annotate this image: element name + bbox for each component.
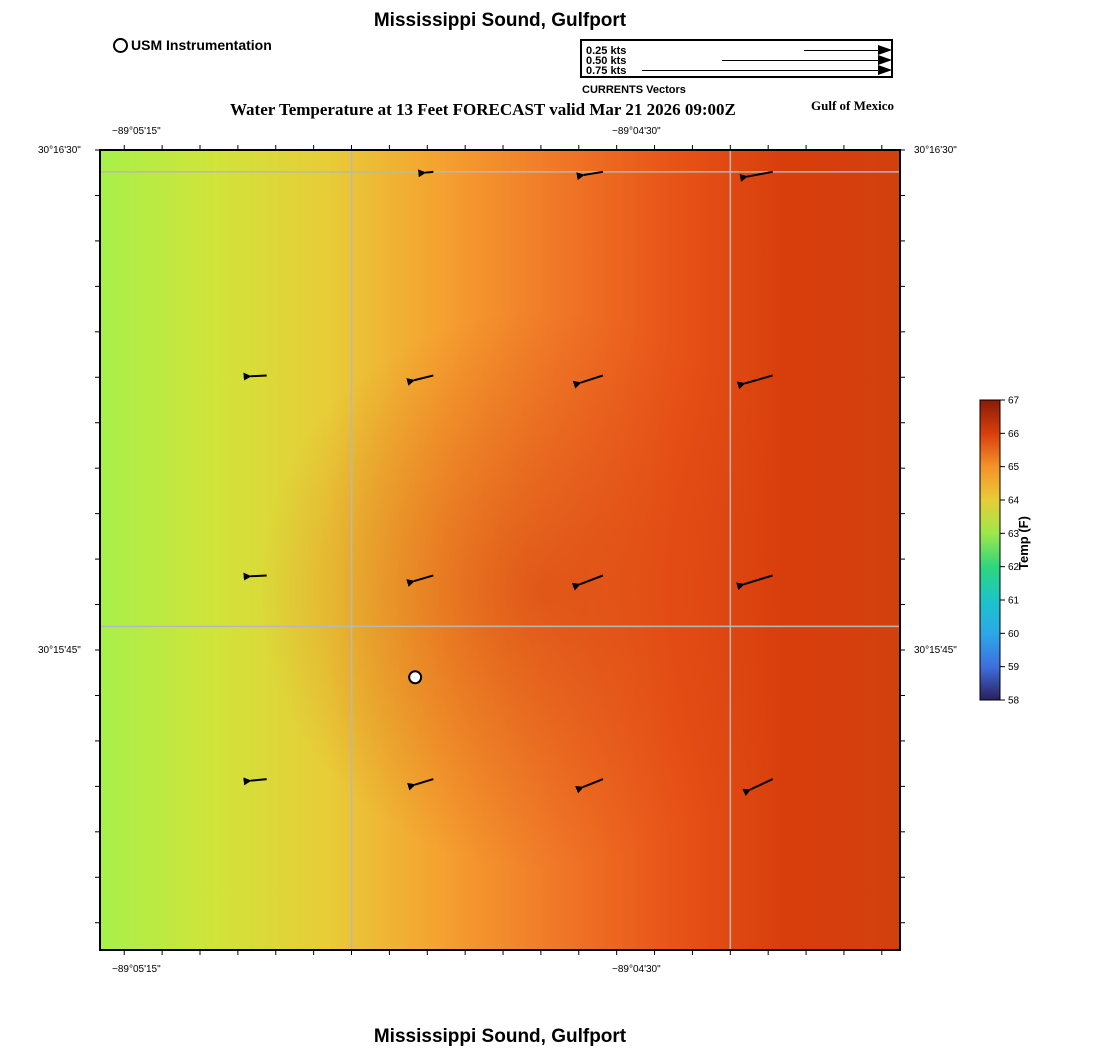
left-lat-label: 30°15'45" bbox=[38, 645, 81, 656]
top-lon-label: −89°05'15" bbox=[112, 126, 161, 137]
current-vector-arrow bbox=[742, 778, 774, 797]
arrow-head-icon bbox=[878, 45, 892, 55]
current-vector-arrow bbox=[739, 170, 773, 182]
current-vector-arrow bbox=[576, 170, 604, 181]
vector-scale-box: 0.25 kts 0.50 kts 0.75 kts bbox=[580, 39, 893, 78]
vector-scale-label: 0.50 kts bbox=[586, 55, 627, 67]
colorbar-tick-label: 66 bbox=[1008, 429, 1020, 440]
current-vector-arrow bbox=[243, 372, 267, 381]
current-vector-arrow bbox=[417, 169, 434, 178]
map-frame bbox=[99, 149, 901, 951]
usm-station-marker[interactable] bbox=[408, 670, 423, 685]
colorbar-tick-label: 62 bbox=[1008, 562, 1020, 573]
colorbar-ramp bbox=[979, 399, 1001, 701]
station-legend: USM Instrumentation bbox=[113, 37, 272, 53]
scale-arrow-shaft bbox=[722, 60, 880, 61]
open-circle-icon bbox=[113, 37, 128, 53]
right-lat-label: 30°16'30" bbox=[914, 145, 957, 156]
vector-scale-caption: CURRENTS Vectors bbox=[582, 84, 686, 96]
vector-scale-label: 0.25 kts bbox=[586, 45, 627, 57]
colorbar-title: Temp (F) bbox=[1016, 516, 1031, 570]
left-lat-label: 30°16'30" bbox=[38, 145, 81, 156]
colorbar-tick-label: 58 bbox=[1008, 696, 1020, 707]
footer-title: Mississippi Sound, Gulfport bbox=[373, 1026, 627, 1047]
colorbar-tick-label: 61 bbox=[1008, 596, 1020, 607]
colorbar-tick-label: 67 bbox=[1008, 396, 1020, 407]
colorbar-tick-label: 63 bbox=[1008, 529, 1020, 540]
current-vector-arrow bbox=[406, 374, 434, 386]
colorbar-tick-label: 64 bbox=[1008, 496, 1020, 507]
colorbar-tick-label: 60 bbox=[1008, 629, 1020, 640]
bottom-lon-label: −89°05'15" bbox=[112, 964, 161, 975]
arrow-head-icon bbox=[878, 55, 892, 65]
colorbar-tick-label: 65 bbox=[1008, 462, 1020, 473]
current-vector-arrow bbox=[571, 574, 604, 591]
scale-arrow-shaft bbox=[642, 70, 880, 71]
map-subtitle: Water Temperature at 13 Feet FORECAST va… bbox=[230, 100, 736, 119]
temperature-map bbox=[95, 145, 905, 955]
current-vector-arrow bbox=[575, 778, 604, 794]
colorbar-tick-label: 59 bbox=[1008, 662, 1020, 673]
current-vector-arrow bbox=[243, 777, 267, 786]
current-vector-arrow bbox=[572, 374, 604, 389]
region-label: Gulf of Mexico bbox=[811, 98, 895, 113]
top-lon-label: −89°04'30" bbox=[612, 126, 661, 137]
temperature-hotspot bbox=[100, 150, 900, 950]
current-vector-arrow bbox=[406, 574, 434, 587]
colorbar: 58 59 60 61 62 63 64 65 66 67 bbox=[979, 396, 1020, 707]
current-vector-arrow bbox=[243, 572, 267, 581]
map-title: Mississippi Sound, Gulfport bbox=[373, 10, 627, 31]
current-vector-arrow bbox=[407, 778, 434, 791]
station-legend-label: USM Instrumentation bbox=[131, 37, 272, 53]
current-vector-arrow bbox=[736, 374, 774, 390]
scale-arrow-shaft bbox=[804, 50, 880, 51]
right-lat-label: 30°15'45" bbox=[914, 645, 957, 656]
arrow-head-icon bbox=[878, 65, 892, 75]
bottom-lon-label: −89°04'30" bbox=[612, 964, 661, 975]
vector-scale-label: 0.75 kts bbox=[586, 65, 627, 77]
current-vector-arrow bbox=[736, 574, 774, 591]
